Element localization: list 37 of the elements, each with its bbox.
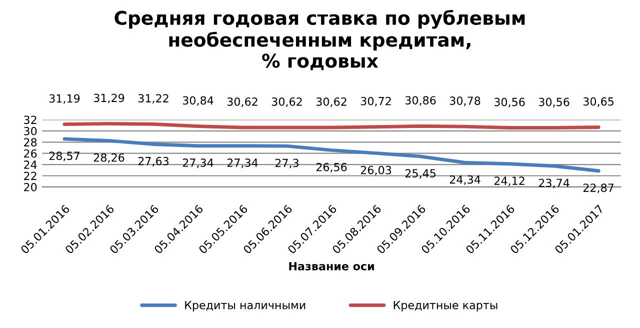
data-label: 30,78 xyxy=(450,96,480,106)
data-label: 30,62 xyxy=(227,97,258,107)
data-label: 22,87 xyxy=(583,184,614,194)
y-tick-label: 20 xyxy=(24,182,37,192)
data-label: 30,56 xyxy=(538,98,570,108)
chart-title: Средняя годовая ставка по рублевым необеспеченным кредитам, % годовых xyxy=(114,10,525,70)
data-label: 25,45 xyxy=(405,169,436,179)
y-tick-label: 30 xyxy=(24,126,37,136)
y-tick-label: 28 xyxy=(24,138,37,147)
legend-label: Кредитные карты xyxy=(394,301,498,312)
data-label: 30,72 xyxy=(360,96,391,106)
legend-label: Кредиты наличными xyxy=(185,301,306,312)
data-label: 24,12 xyxy=(494,176,524,186)
data-label: 26,56 xyxy=(316,162,347,172)
data-label: 30,65 xyxy=(583,97,614,107)
data-label: 28,26 xyxy=(94,153,124,163)
data-label: 30,62 xyxy=(316,97,346,107)
y-tick-label: 22 xyxy=(24,172,36,180)
data-label: 23,74 xyxy=(538,178,570,188)
data-label: 26,03 xyxy=(360,166,392,176)
data-label: 27,34 xyxy=(227,158,258,168)
y-tick-label: 24 xyxy=(24,160,37,169)
data-label: 31,29 xyxy=(94,94,124,104)
y-tick-label: 26 xyxy=(24,149,37,158)
data-label: 30,56 xyxy=(494,98,525,108)
data-label: 30,86 xyxy=(405,96,436,106)
data-label: 31,22 xyxy=(138,94,168,104)
data-label: 28,57 xyxy=(49,152,80,162)
data-label: 27,3 xyxy=(275,158,298,168)
data-label: 27,63 xyxy=(138,156,169,166)
y-tick-label: 32 xyxy=(24,116,36,124)
data-label: 31,19 xyxy=(49,94,80,104)
x-axis-title: Название оси xyxy=(289,262,374,270)
data-label: 30,62 xyxy=(272,97,302,107)
data-label: 30,84 xyxy=(182,96,214,106)
data-label: 24,34 xyxy=(450,175,480,185)
data-label: 27,34 xyxy=(182,158,214,168)
